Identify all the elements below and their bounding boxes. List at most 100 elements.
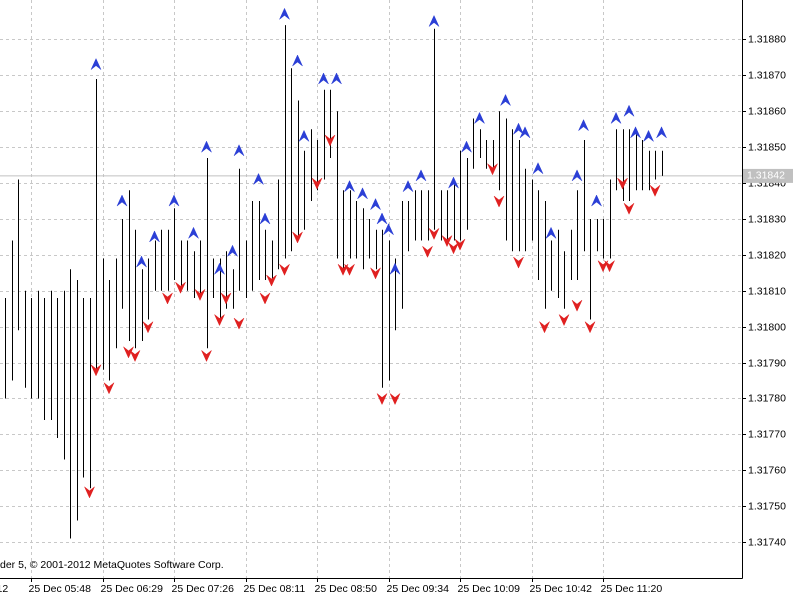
signal-arrow — [90, 58, 102, 70]
x-tick-label: 25 Dec 06:29 — [101, 583, 164, 595]
signal-arrow — [649, 185, 661, 197]
signal-arrow — [311, 177, 323, 190]
signal-arrow — [201, 140, 212, 153]
signal-arrow — [370, 198, 381, 210]
signal-arrow — [233, 317, 245, 330]
signal-arrow — [331, 72, 342, 85]
signal-arrow — [591, 194, 602, 207]
signal-arrow — [188, 226, 199, 239]
signal-arrow — [90, 364, 102, 377]
signal-arrow — [162, 292, 173, 305]
y-tick-label: 1.31860 — [748, 105, 786, 117]
y-tick-label: 1.31780 — [748, 392, 786, 404]
signal-arrow — [571, 299, 583, 312]
signal-arrow — [461, 140, 472, 153]
signal-arrow — [623, 203, 635, 215]
signal-arrow — [357, 187, 368, 200]
signal-arrow — [604, 260, 615, 273]
signal-arrow — [123, 346, 134, 359]
signal-arrow — [292, 54, 303, 67]
y-tick-label: 1.31740 — [748, 536, 786, 548]
signal-arrow — [415, 169, 427, 182]
signal-arrow — [298, 129, 310, 142]
signal-arrow — [279, 264, 290, 276]
y-tick-label: 1.31750 — [748, 500, 786, 512]
copyright: der 5, © 2001-2012 MetaQuotes Software C… — [0, 559, 224, 571]
x-tick-label: 25 Dec 10:42 — [530, 583, 593, 595]
y-tick-label: 1.31820 — [748, 249, 786, 261]
signal-arrow — [376, 393, 388, 406]
signal-arrow — [422, 246, 433, 258]
signal-arrow — [194, 289, 206, 301]
signal-arrow — [344, 264, 355, 276]
signal-arrow — [103, 382, 115, 395]
signal-arrow — [383, 223, 394, 235]
signal-arrow — [448, 242, 459, 255]
signal-arrow — [448, 176, 459, 189]
signal-arrow — [220, 292, 232, 305]
signal-arrow — [324, 134, 336, 147]
signal-arrow — [558, 314, 570, 327]
signal-arrow — [454, 238, 466, 251]
signal-arrow — [149, 230, 160, 243]
signal-arrow — [428, 14, 440, 27]
signal-arrow — [136, 255, 147, 268]
signal-arrow — [214, 262, 225, 275]
signal-arrow — [175, 282, 186, 294]
signal-arrow — [389, 393, 401, 406]
y-tick-label: 1.31830 — [748, 213, 786, 225]
signal-arrow — [318, 72, 329, 85]
signal-arrow — [292, 231, 303, 244]
signal-arrow — [630, 126, 641, 139]
x-tick-label: 12 — [0, 583, 8, 595]
x-tick-label: 25 Dec 05:48 — [29, 583, 92, 595]
signal-arrow — [474, 111, 485, 124]
y-tick-label: 1.31880 — [748, 33, 786, 45]
signal-arrow — [168, 194, 180, 207]
signal-arrow — [578, 119, 589, 131]
signal-arrow — [201, 350, 212, 363]
signal-arrow — [389, 262, 401, 275]
signal-arrow — [513, 122, 524, 135]
signal-arrow — [584, 321, 596, 334]
signal-arrow — [656, 126, 667, 139]
signal-arrow — [279, 7, 290, 20]
signal-arrow — [643, 129, 654, 142]
x-tick-label: 25 Dec 09:34 — [387, 583, 450, 595]
x-tick-label: 25 Dec 11:20 — [601, 583, 663, 595]
x-tick-label: 25 Dec 07:26 — [172, 583, 235, 595]
signal-arrow — [545, 226, 557, 239]
signal-arrow — [227, 244, 238, 257]
y-tick-label: 1.31850 — [748, 141, 786, 153]
signal-arrow — [493, 195, 505, 208]
signal-arrow — [253, 172, 264, 185]
y-tick-label: 1.31770 — [748, 428, 786, 440]
grid — [0, 0, 742, 578]
signal-arrow — [487, 163, 498, 176]
signal-arrow — [259, 212, 271, 225]
x-tick-label: 25 Dec 08:11 — [244, 583, 306, 595]
current-price-label: 1.31842 — [747, 170, 785, 182]
signal-arrow — [428, 228, 440, 240]
signal-arrow — [513, 256, 524, 269]
signal-arrow — [539, 321, 550, 334]
signal-arrow — [233, 144, 245, 156]
x-tick-label: 25 Dec 08:50 — [315, 583, 378, 595]
signal-arrow — [376, 212, 388, 225]
signal-arrow — [142, 321, 154, 334]
current-price-box — [743, 168, 793, 183]
signal-arrow — [617, 177, 628, 190]
signal-arrow — [266, 274, 277, 287]
plot — [5, 7, 667, 539]
signal-arrow — [116, 194, 128, 207]
signal-arrow — [259, 292, 271, 305]
signal-arrow — [344, 180, 355, 192]
y-tick-label: 1.31870 — [748, 69, 786, 81]
signal-arrow — [500, 93, 511, 106]
x-tick-label: 25 Dec 10:09 — [458, 583, 521, 595]
signal-arrow — [214, 314, 225, 327]
signal-arrow — [532, 162, 544, 174]
